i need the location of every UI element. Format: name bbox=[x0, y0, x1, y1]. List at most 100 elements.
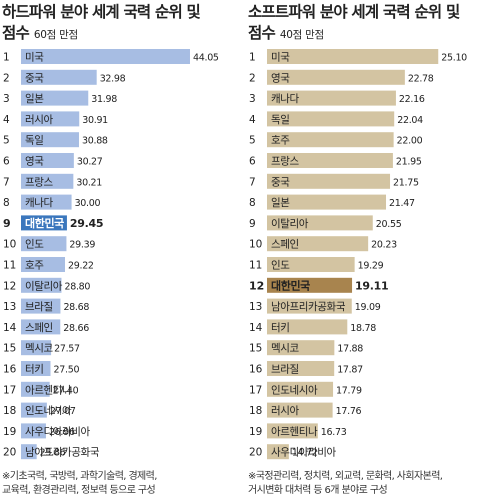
rank-label: 20 bbox=[3, 447, 16, 459]
value-label: 17.76 bbox=[336, 406, 362, 417]
rank-label: 16 bbox=[249, 364, 263, 376]
rank-label: 11 bbox=[3, 260, 16, 272]
bar bbox=[267, 49, 439, 64]
category-label: 미국 bbox=[25, 52, 44, 64]
category-label: 멕시코 bbox=[271, 343, 300, 355]
rank-label: 9 bbox=[3, 217, 11, 230]
bar bbox=[21, 153, 74, 168]
rank-label: 1 bbox=[249, 52, 256, 64]
bar bbox=[267, 319, 348, 335]
value-label: 22.16 bbox=[399, 94, 425, 105]
bar bbox=[21, 298, 61, 314]
rank-label: 5 bbox=[3, 135, 10, 147]
value-label: 28.80 bbox=[64, 281, 90, 292]
category-label: 아르헨티나 bbox=[271, 426, 318, 438]
value-label: 20.23 bbox=[371, 240, 397, 251]
bar bbox=[21, 90, 89, 106]
rank-label: 7 bbox=[3, 176, 10, 188]
rank-label: 13 bbox=[3, 301, 16, 313]
rank-label: 15 bbox=[3, 343, 16, 355]
category-label: 독일 bbox=[25, 134, 44, 147]
category-label: 일본 bbox=[25, 92, 44, 105]
category-label: 독일 bbox=[271, 113, 290, 126]
category-label: 사우디아라비아 bbox=[271, 447, 337, 459]
chart-title: 하드파워 분야 세계 국력 순위 및 점수 60점 만점 bbox=[2, 2, 201, 46]
rank-label: 2 bbox=[3, 72, 10, 84]
category-label: 사우디아라비아 bbox=[25, 426, 91, 438]
rank-label: 17 bbox=[249, 384, 262, 396]
chart-title-line1: 소프트파워 분야 세계 국력 순위 및 bbox=[248, 3, 460, 21]
bar bbox=[267, 402, 333, 418]
bar bbox=[267, 69, 405, 85]
rank-label: 19 bbox=[3, 426, 16, 438]
value-label: 22.04 bbox=[397, 115, 423, 126]
rank-label: 15 bbox=[249, 343, 262, 355]
value-label: 28.66 bbox=[63, 323, 89, 334]
note-line1: ※기초국력, 국방력, 과학기술력, 경제력, bbox=[2, 471, 157, 482]
note-line2: 거시변화 대처력 등 6개 분야로 구성 bbox=[248, 485, 388, 496]
hard-power-panel: 하드파워 분야 세계 국력 순위 및 점수 60점 만점 1 미국 44.05 2 중국 3… bbox=[2, 0, 236, 502]
chart-title: 소프트파워 분야 세계 국력 순위 및 점수 40점 만점 bbox=[248, 2, 460, 46]
rank-label: 11 bbox=[249, 260, 262, 272]
bar bbox=[267, 194, 387, 210]
category-label: 영국 bbox=[25, 156, 44, 168]
bar bbox=[21, 215, 67, 231]
value-label: 14.72 bbox=[292, 448, 318, 459]
bar bbox=[267, 90, 396, 106]
bar bbox=[21, 381, 50, 397]
rank-label: 3 bbox=[3, 93, 10, 105]
rank-label: 5 bbox=[249, 135, 256, 147]
bar bbox=[267, 257, 355, 272]
value-label: 25.86 bbox=[40, 448, 66, 459]
category-label: 멕시코 bbox=[25, 343, 54, 355]
bar bbox=[267, 173, 391, 189]
value-label: 25.10 bbox=[441, 53, 467, 64]
value-label: 22.00 bbox=[397, 136, 423, 147]
category-label: 프랑스 bbox=[271, 156, 300, 168]
rank-label: 19 bbox=[249, 426, 262, 438]
rank-label: 16 bbox=[3, 364, 17, 376]
chart-title-line1: 하드파워 분야 세계 국력 순위 및 bbox=[2, 3, 201, 21]
bar bbox=[267, 215, 373, 231]
value-label: 30.21 bbox=[76, 177, 102, 188]
bar bbox=[267, 361, 335, 376]
bar bbox=[267, 132, 394, 148]
soft-power-panel: 소프트파워 분야 세계 국력 순위 및 점수 40점 만점 1 미국 25.10 2 영국… bbox=[248, 0, 480, 502]
category-label: 인도 bbox=[25, 239, 44, 251]
rank-label: 14 bbox=[3, 322, 17, 334]
bar bbox=[21, 236, 67, 252]
rank-label: 8 bbox=[3, 197, 10, 209]
category-label: 남아프리카공화국 bbox=[25, 447, 100, 459]
value-label: 19.09 bbox=[355, 302, 381, 313]
bar bbox=[267, 236, 369, 252]
category-label: 브라질 bbox=[271, 364, 299, 376]
category-label: 이탈리아 bbox=[25, 279, 63, 292]
category-label: 호주 bbox=[25, 260, 44, 272]
category-label: 러시아 bbox=[25, 114, 54, 126]
value-label: 29.39 bbox=[69, 240, 95, 251]
value-label: 29.45 bbox=[70, 217, 103, 230]
rank-label: 18 bbox=[3, 405, 16, 417]
value-label: 26.96 bbox=[49, 427, 75, 438]
rank-label: 10 bbox=[249, 239, 262, 251]
bar bbox=[21, 257, 65, 272]
category-label: 스페인 bbox=[271, 239, 299, 251]
value-label: 16.73 bbox=[321, 427, 347, 438]
category-label: 아르헨티나 bbox=[25, 384, 72, 396]
note-line1: ※국정관리력, 정치력, 외교력, 문화력, 사회자본력, bbox=[248, 471, 443, 482]
value-label: 17.87 bbox=[337, 365, 363, 376]
bar bbox=[267, 153, 393, 168]
bar bbox=[267, 340, 335, 356]
rank-label: 6 bbox=[249, 156, 256, 168]
rank-label: 7 bbox=[249, 176, 256, 188]
rank-label: 17 bbox=[3, 384, 16, 396]
value-label: 20.55 bbox=[376, 219, 402, 230]
value-label: 19.29 bbox=[358, 261, 384, 272]
note-line2: 교육력, 환경관리력, 정보력 등으로 구성 bbox=[2, 485, 156, 496]
chart-subtitle: 40점 만점 bbox=[279, 29, 324, 41]
bar bbox=[21, 402, 47, 418]
value-label: 27.40 bbox=[53, 385, 79, 396]
value-label: 44.05 bbox=[193, 53, 219, 64]
hard-power-bar-chart: 1 미국 44.05 2 중국 32.98 3 일본 31.98 4 러시아 30.91 5 독일 30.8… bbox=[3, 49, 219, 460]
bar bbox=[21, 194, 72, 210]
